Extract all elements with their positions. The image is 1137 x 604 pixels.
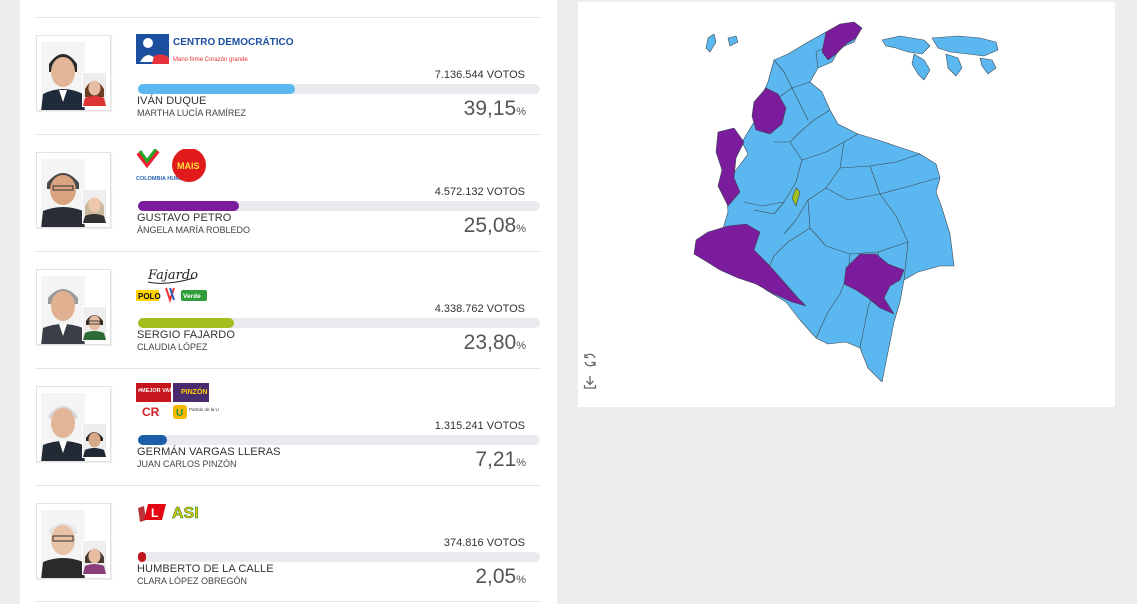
region-petro-southwest — [693, 223, 807, 307]
cambio-radical-logo: CR — [142, 405, 160, 419]
world-map-abroad — [881, 35, 999, 81]
candidate-name: SERGIO FAJARDO — [137, 329, 235, 341]
partido-liberal-logo: L — [138, 504, 166, 522]
vp-face-pinzon — [82, 423, 107, 458]
region-petro-vaupes — [843, 253, 905, 315]
vote-share-fill — [138, 318, 234, 328]
alianza-verde-logo: Verde — [181, 290, 207, 301]
candidate-card-vargas-lleras[interactable]: #MEJOR VARGAS LLERAS PINZÓN CR U Partido… — [35, 368, 541, 486]
candidate-photo — [36, 35, 111, 111]
vote-percentage: 7,21% — [475, 448, 526, 471]
vote-percentage: 2,05% — [475, 565, 526, 588]
candidate-name: IVÁN DUQUE — [137, 95, 207, 107]
refresh-icon[interactable] — [582, 352, 598, 368]
candidate-face-fajardo — [41, 276, 85, 344]
svg-text:PINZÓN: PINZÓN — [181, 387, 207, 396]
region-island-1 — [705, 33, 717, 53]
vice-candidate-name: CLARA LÓPEZ OBREGÓN — [137, 576, 248, 586]
candidate-face-vargas-lleras — [41, 393, 85, 461]
colombia-humana-logo: COLOMBIA HUMANA — [136, 149, 192, 182]
candidate-card-duque[interactable]: CENTRO DEMOCRÁTICO Mano firme Corazón gr… — [35, 17, 541, 135]
vote-share-fill — [138, 435, 167, 445]
svg-text:CENTRO DEMOCRÁTICO: CENTRO DEMOCRÁTICO — [173, 35, 294, 48]
vote-share-bar — [138, 84, 540, 94]
vote-percentage: 39,15% — [463, 97, 526, 120]
svg-text:Partido de la U: Partido de la U — [189, 407, 219, 412]
candidate-face-petro — [41, 159, 85, 227]
vote-share-fill — [138, 84, 296, 94]
votes-count: 1.315.241 VOTOS — [434, 420, 525, 432]
party-logos: Fajardo POLO Verde — [136, 268, 207, 304]
vp-face-lopez-obregon — [82, 540, 107, 575]
candidate-photo — [36, 503, 111, 579]
svg-text:L: L — [151, 506, 158, 520]
vote-share-bar — [138, 435, 540, 445]
candidate-photo — [36, 269, 111, 345]
pinzon-logo: PINZÓN — [173, 383, 209, 402]
svg-text:ASI: ASI — [172, 505, 199, 522]
svg-text:POLO: POLO — [138, 292, 161, 301]
candidate-name: GUSTAVO PETRO — [137, 212, 232, 224]
region-fajardo-bogota — [791, 187, 801, 207]
map-panel — [578, 2, 1115, 407]
vp-face-robledo — [82, 189, 107, 224]
centro-democratico-logo: CENTRO DEMOCRÁTICO Mano firme Corazón gr… — [136, 34, 294, 64]
region-petro-sucre — [751, 87, 787, 135]
vote-share-fill — [138, 201, 239, 211]
svg-text:Mano firme Corazón grande: Mano firme Corazón grande — [173, 57, 248, 63]
fajardo-signature: Fajardo — [147, 268, 198, 284]
svg-text:U: U — [176, 408, 183, 419]
candidate-photo — [36, 152, 111, 228]
votes-count: 4.338.762 VOTOS — [434, 303, 525, 315]
vice-candidate-name: ÁNGELA MARÍA ROBLEDO — [137, 225, 251, 235]
vice-candidate-name: JUAN CARLOS PINZÓN — [137, 459, 237, 469]
results-panel: CENTRO DEMOCRÁTICO Mano firme Corazón gr… — [20, 0, 557, 604]
vote-share-bar — [138, 318, 540, 328]
vote-share-bar — [138, 552, 540, 562]
svg-text:Fajardo: Fajardo — [147, 268, 198, 283]
asi-logo: ASI — [172, 505, 199, 523]
candidate-photo — [36, 386, 111, 462]
region-petro-guajira — [821, 21, 863, 61]
svg-text:MAIS: MAIS — [177, 161, 200, 171]
candidate-face-de-la-calle — [41, 510, 85, 578]
svg-text:Verde: Verde — [183, 293, 201, 300]
vp-face-lopez — [82, 306, 107, 341]
vote-share-bar — [138, 201, 540, 211]
vice-candidate-name: CLAUDIA LÓPEZ — [137, 342, 208, 352]
party-logos: COLOMBIA HUMANA MAIS — [136, 149, 206, 182]
polo-logo: POLO — [136, 290, 161, 301]
candidate-card-fajardo[interactable]: Fajardo POLO Verde 4.338.762 VOTOS SERGI… — [35, 251, 541, 369]
colombia-map — [693, 21, 999, 383]
party-logos: L ASI — [138, 504, 199, 523]
candidate-card-de-la-calle[interactable]: L ASI 374.816 VOTOS HUMBERTO DE LA CALLE… — [35, 485, 541, 603]
vote-percentage: 23,80% — [463, 331, 526, 354]
svg-text:CR: CR — [142, 405, 160, 419]
candidate-name: HUMBERTO DE LA CALLE — [137, 563, 274, 575]
vote-share-fill — [138, 552, 147, 562]
region-petro-choco — [715, 127, 745, 207]
region-duque — [721, 25, 955, 383]
party-logos: #MEJOR VARGAS LLERAS PINZÓN CR U Partido… — [136, 383, 219, 419]
svg-text:COLOMBIA HUMANA: COLOMBIA HUMANA — [136, 176, 192, 182]
region-island-2 — [727, 35, 739, 47]
votes-count: 374.816 VOTOS — [443, 537, 525, 549]
vp-face-ramirez — [82, 72, 107, 107]
list-divider — [35, 601, 541, 602]
vice-candidate-name: MARTHA LUCÍA RAMÍREZ — [137, 108, 246, 118]
party-logos: CENTRO DEMOCRÁTICO Mano firme Corazón gr… — [136, 34, 294, 64]
votes-count: 4.572.132 VOTOS — [434, 186, 525, 198]
download-icon[interactable] — [582, 374, 598, 390]
mais-logo: MAIS — [172, 149, 206, 182]
candidate-card-petro[interactable]: COLOMBIA HUMANA MAIS 4.572.132 VOTOS GUS… — [35, 134, 541, 252]
candidate-face-duque — [41, 42, 85, 110]
candidate-name: GERMÁN VARGAS LLERAS — [137, 446, 281, 458]
votes-count: 7.136.544 VOTOS — [434, 69, 525, 81]
vote-percentage: 25,08% — [463, 214, 526, 237]
partido-de-la-u-logo: U Partido de la U — [173, 405, 219, 419]
compromiso-ciudadano-logo — [165, 287, 175, 304]
